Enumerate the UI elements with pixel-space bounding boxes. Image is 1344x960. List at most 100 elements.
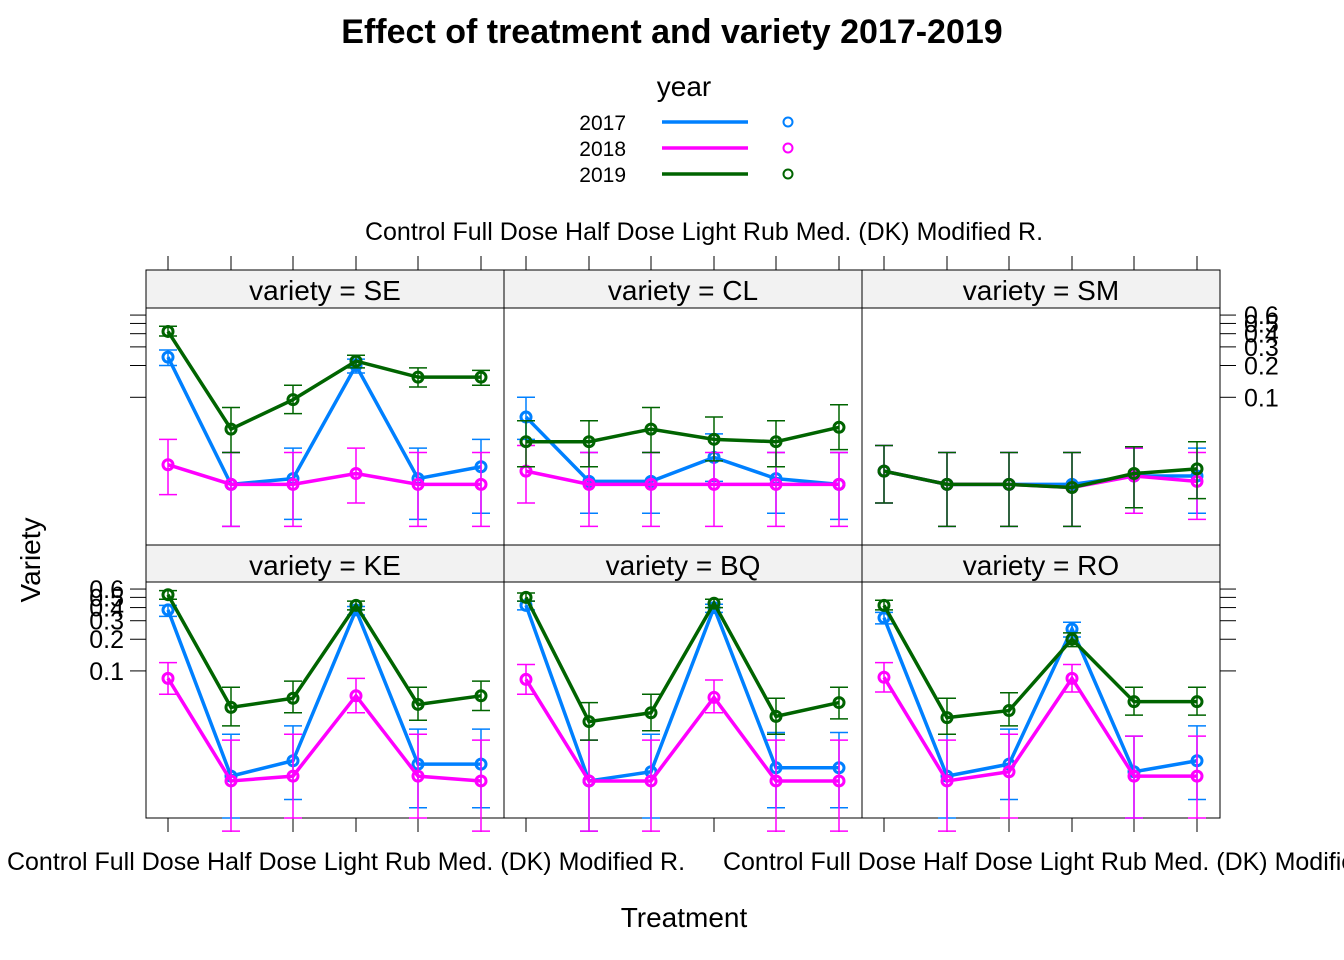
point-2019-Modified R. [1190,462,1204,476]
y-tick-label-bottom-0.2: 0.2 [89,626,124,654]
point-2019-Half Dose [1002,477,1016,491]
point-2018-Half Dose [644,477,658,491]
point-2018-Med. (DK) [411,477,425,491]
legend-title: year [657,71,711,102]
y-tick-label-bottom-0.4: 0.4 [89,595,124,623]
strip-label: variety = SM [963,275,1119,306]
point-2018-Full Dose [940,774,954,788]
point-2018-Light Rub [349,467,363,481]
point-2019-Full Dose [940,711,954,725]
y-tick-label-bottom-0.6: 0.6 [89,576,124,604]
panel-frame [861,307,1221,546]
point-2019-Half Dose [644,706,658,720]
point-2019-Med. (DK) [1127,695,1141,709]
y-tick-label-top-0.4: 0.4 [1244,321,1279,349]
x-axis-label: Treatment [621,902,748,933]
point-2019-Control [519,435,533,449]
x-tick-labels-top: Control Full Dose Half Dose Light Rub Me… [365,218,1043,246]
point-2018-Full Dose [224,477,238,491]
point-2019-Modified R. [832,696,846,710]
point-2019-Half Dose [644,422,658,436]
point-2019-Modified R. [1190,695,1204,709]
y-tick-label-top-0.1: 0.1 [1244,384,1279,412]
y-tick-label-bottom-0.5: 0.5 [89,584,124,612]
series-line-2017 [166,605,481,779]
point-2018-Modified R. [474,477,488,491]
point-2017-Control [161,350,175,364]
point-2018-Light Rub [1065,671,1079,685]
x-tick-labels-bottom-left: Control Full Dose Half Dose Light Rub Me… [7,848,685,876]
point-2019-Full Dose [582,435,596,449]
point-2019-Med. (DK) [411,697,425,711]
point-2019-Full Dose [224,422,238,436]
point-2018-Half Dose [286,769,300,783]
y-axis-label: Variety [15,517,46,602]
strip-label: variety = SE [249,275,401,306]
panel-SM: variety = SM [861,256,1221,546]
point-2019-Light Rub [1065,632,1079,646]
point-2019-Half Dose [286,691,300,705]
y-tick-label-bottom-0.3: 0.3 [89,608,124,636]
series-line-2019 [526,425,840,444]
point-2018-Full Dose [582,774,596,788]
point-2018-Med. (DK) [769,774,783,788]
series-line-2017 [166,356,482,487]
point-2019-Full Dose [224,700,238,714]
strip-background [503,544,863,583]
point-2018-Modified R. [832,774,846,788]
point-2019-Modified R. [474,689,488,703]
series-line-2018 [166,677,482,783]
y-tick-label-bottom-0.1: 0.1 [89,658,124,686]
strip-background [503,269,863,309]
point-2019-Control [877,598,891,612]
legend: year 2017 2018 2019 [579,71,794,187]
series-line-2019 [524,596,840,724]
point-2018-Control [161,458,175,472]
series-line-2019 [882,604,1197,720]
series-line-2017 [524,602,839,783]
legend-label-2017: 2017 [579,112,626,135]
point-2019-Modified R. [832,420,846,434]
point-2018-Med. (DK) [1127,769,1141,783]
point-2019-Med. (DK) [1127,467,1141,481]
point-2019-Control [519,590,533,604]
point-2018-Full Dose [224,774,238,788]
point-2018-Light Rub [349,689,363,703]
y-axes: 0.10.20.30.40.50.60.10.20.30.40.50.6 [89,302,1279,686]
panel-frame [145,307,505,546]
point-2018-Med. (DK) [769,477,783,491]
panel-SE: variety = SE [145,256,505,546]
point-2018-Half Dose [286,477,300,491]
point-2018-Modified R. [1190,769,1204,783]
panel-KE: variety = KE [145,544,505,832]
series-line-2017 [524,415,840,487]
point-2018-Half Dose [1002,765,1016,779]
strip-label: variety = KE [249,550,401,581]
panel-frame [861,581,1221,819]
point-2019-Half Dose [1002,704,1016,718]
point-2018-Light Rub [707,477,721,491]
point-2018-Control [161,671,175,685]
point-2019-Half Dose [286,393,300,407]
point-2018-Control [877,670,891,684]
panels: variety = SE variety = CL variety = SM vari… [89,256,1279,832]
point-2018-Half Dose [644,774,658,788]
chart-title: Effect of treatment and variety 2017-201… [341,13,1002,51]
series-line-2018 [167,463,481,487]
series-line-2018 [524,678,839,783]
point-2018-Modified R. [474,774,488,788]
series-line-2019 [883,467,1198,490]
x-tick-labels-bottom-right: Control Full Dose Half Dose Light Rub Me… [723,848,1344,876]
point-2019-Med. (DK) [769,709,783,723]
point-2019-Light Rub [349,598,363,612]
point-2018-Med. (DK) [411,769,425,783]
point-2019-Modified R. [474,370,488,384]
legend-label-2019: 2019 [579,164,626,187]
panel-CL: variety = CL [503,256,863,546]
point-2019-Full Dose [940,477,954,491]
y-tick-label-top-0.3: 0.3 [1244,334,1279,362]
point-2019-Control [877,464,891,478]
point-2019-Light Rub [1065,481,1079,495]
series-line-2019 [166,330,481,432]
